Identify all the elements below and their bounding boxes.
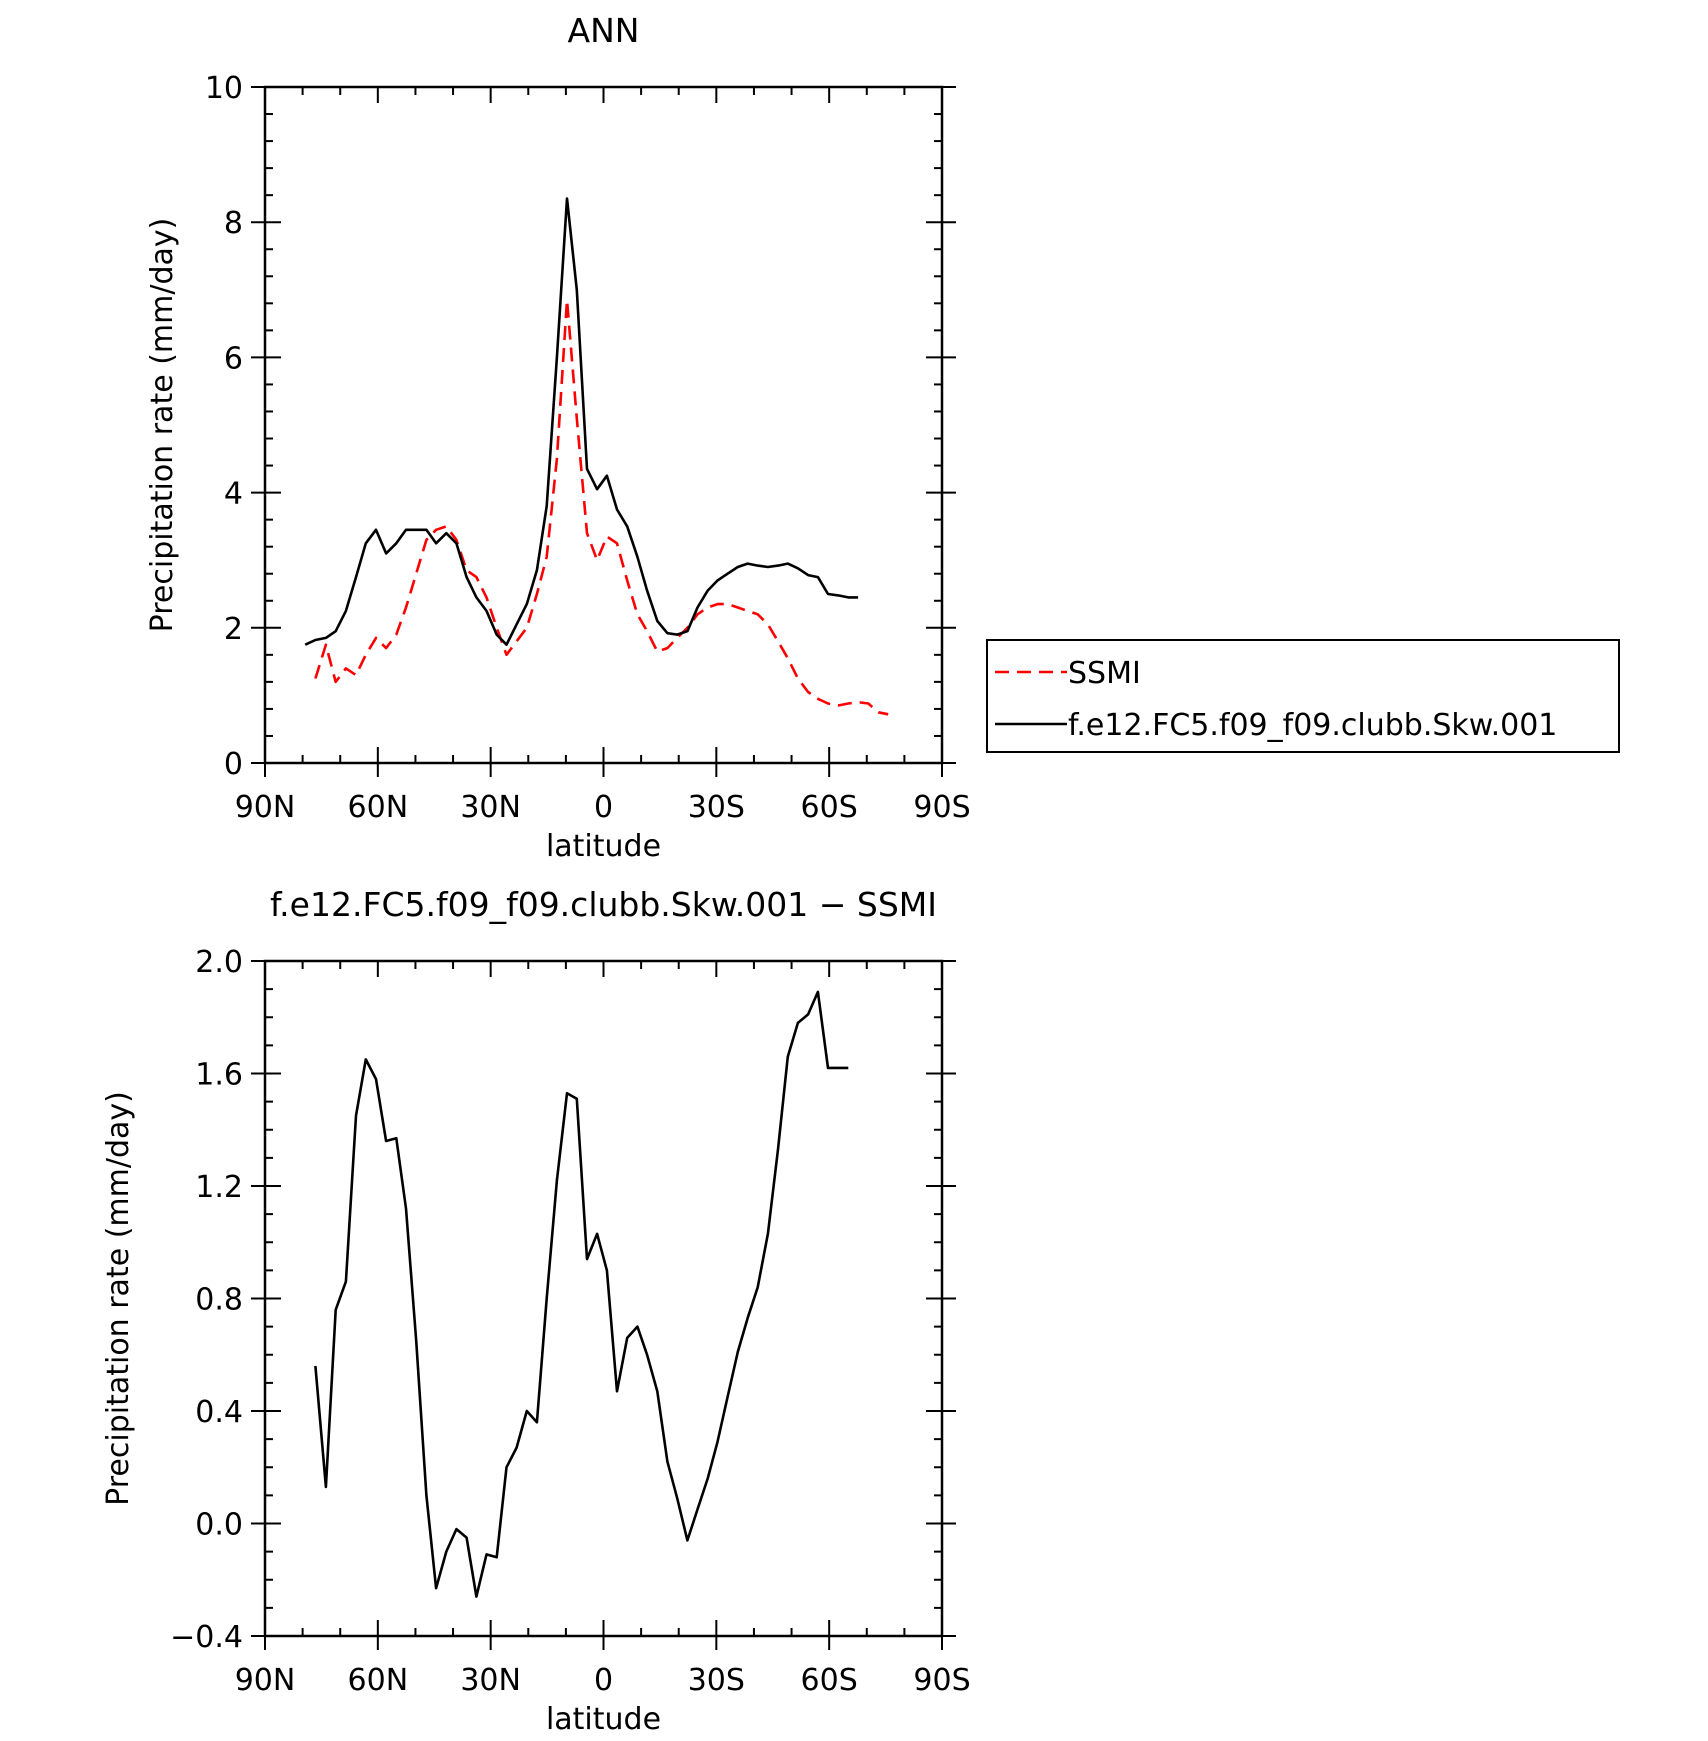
chart-model-minus-ssmi: 90N 60N 30N 0 30S 60S 90S −0.4 0.0 0.4 0.8 1.2 1.6 2.… (101, 885, 971, 1737)
y-tick-label: 0.0 (195, 1508, 243, 1543)
x-tick-label: 60S (801, 1663, 858, 1698)
x-tick-label: 90S (913, 1663, 970, 1698)
x-tick-label: 90N (235, 1663, 296, 1698)
x-tick-label: 60N (348, 790, 409, 825)
y-tick-label: 8 (224, 206, 243, 241)
y-tick-label: 0.4 (195, 1395, 243, 1430)
legend-label: SSMI (1068, 656, 1141, 691)
y-axis-label: Precipitation rate (mm/day) (101, 1091, 136, 1506)
y-axis-label: Precipitation rate (mm/day) (145, 218, 180, 633)
y-tick-label: 10 (205, 71, 243, 106)
x-tick-label: 60S (801, 790, 858, 825)
y-tick-label: 4 (224, 477, 243, 512)
x-tick-label: 30N (460, 790, 521, 825)
chart-title: ANN (568, 11, 640, 50)
chart-annual-precipitation: 90N 60N 30N 0 30S 60S 90S 0 2 4 6 8 10 ANN latitude Pre… (145, 11, 1620, 864)
x-tick-label: 90N (235, 790, 296, 825)
chart-title: f.e12.FC5.f09_f09.clubb.Skw.001 − SSMI (270, 885, 937, 924)
y-tick-label: 1.6 (195, 1058, 243, 1093)
x-tick-label: 30S (688, 1663, 745, 1698)
y-tick-label: −0.4 (170, 1620, 243, 1655)
legend: SSMI f.e12.FC5.f09_f09.clubb.Skw.001 (986, 639, 1620, 753)
y-tick-label: 2 (224, 612, 243, 647)
y-tick-label: 6 (224, 341, 243, 376)
x-tick-label: 90S (913, 790, 970, 825)
y-tick-label: 0.8 (195, 1283, 243, 1318)
x-tick-label: 30N (460, 1663, 521, 1698)
series-line-ssmi (314, 298, 889, 716)
legend-label: f.e12.FC5.f09_f09.clubb.Skw.001 (1068, 708, 1557, 743)
y-tick-label: 0 (224, 747, 243, 782)
x-tick-label: 30S (688, 790, 745, 825)
y-tick-label: 2.0 (195, 945, 243, 980)
x-tick-label: 60N (348, 1663, 409, 1698)
x-axis-label: latitude (546, 829, 661, 864)
series-line-f-e12-fc5-f09-f09-clubb-skw-001 (304, 197, 859, 647)
x-tick-label: 0 (594, 1663, 613, 1698)
y-tick-label: 1.2 (195, 1170, 243, 1205)
x-tick-label: 0 (594, 790, 613, 825)
plot-frame (263, 85, 944, 765)
series-line-difference (314, 990, 849, 1598)
legend-box (986, 639, 1620, 753)
x-axis-label: latitude (546, 1702, 661, 1737)
